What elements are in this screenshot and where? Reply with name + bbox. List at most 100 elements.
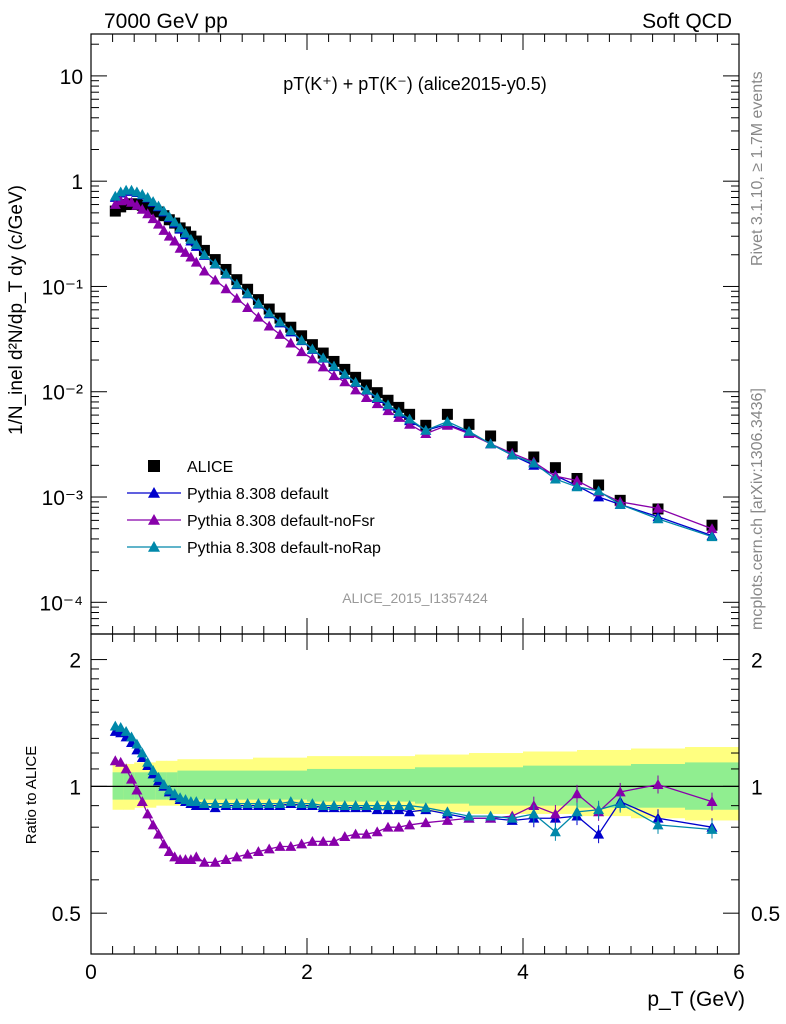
- ratio-point: [652, 819, 664, 830]
- stat-band: [199, 770, 254, 800]
- mc-point: [285, 325, 297, 336]
- legend-item: Pythia 8.308 default-noRap: [127, 540, 381, 557]
- stat-band: [415, 767, 470, 804]
- ratio-point: [263, 843, 275, 854]
- ratio-point: [285, 840, 297, 851]
- mc-point: [174, 222, 186, 233]
- mc-point: [209, 274, 221, 285]
- ratio-point: [614, 798, 626, 809]
- stat-band: [253, 770, 308, 800]
- mc-point: [109, 199, 121, 209]
- legend: ALICE Pythia 8.308 default Pythia 8.308 de…: [127, 459, 381, 557]
- mc-point: [131, 199, 143, 210]
- ratio-point: [382, 800, 394, 811]
- main-ylabel: 1/N_inel d²N/dp_T dy (c/GeV): [6, 185, 27, 435]
- y-tick-label: 10⁻¹: [42, 276, 83, 299]
- mc-point: [242, 302, 254, 312]
- mc-point: [220, 283, 232, 294]
- ratio-point: [274, 840, 286, 851]
- mc-point: [285, 337, 297, 348]
- mc-point: [506, 449, 518, 460]
- y-tick-label: 10: [60, 66, 83, 89]
- ratio-point: [328, 835, 340, 846]
- ratio-point: [153, 828, 164, 839]
- mc-point: [350, 376, 362, 387]
- mc-point: [382, 399, 394, 410]
- ratio-point: [147, 765, 159, 776]
- ratio-point: [706, 823, 718, 834]
- mc-point: [339, 368, 351, 379]
- ratio-point: [136, 747, 148, 758]
- mc-point: [190, 256, 202, 267]
- ratio-point: [115, 721, 127, 732]
- mc-point: [593, 485, 605, 496]
- mc-point: [274, 316, 286, 327]
- ratio-point: [120, 725, 132, 736]
- mc-point: [528, 457, 540, 468]
- legend-label: Pythia 8.308 default: [187, 486, 329, 503]
- ratio-point: [131, 784, 143, 795]
- mc-point: [147, 213, 159, 224]
- ratio-point: [350, 828, 362, 839]
- mc-point: [263, 320, 275, 331]
- ratio-point: [441, 806, 453, 817]
- ratio-point: [153, 771, 164, 782]
- mc-point: [185, 233, 197, 244]
- ratio-point: [142, 808, 154, 819]
- ratio-point: [506, 812, 518, 823]
- mc-point: [136, 188, 148, 199]
- ratio-tick-label-left: 0.5: [52, 903, 81, 926]
- mc-point: [393, 406, 405, 417]
- ratio-point: [339, 831, 351, 841]
- ratio-point: [185, 854, 197, 865]
- mc-point: [614, 498, 626, 509]
- mc-point: [360, 392, 372, 402]
- ratio-point: [393, 821, 405, 832]
- ratio-point: [209, 856, 221, 867]
- legend-label: Pythia 8.308 default-noRap: [187, 540, 381, 557]
- mc-point: [274, 328, 286, 339]
- legend-marker: [148, 487, 160, 498]
- ratio-point: [317, 800, 329, 811]
- mc-point: [153, 200, 164, 211]
- mc-point: [153, 218, 164, 229]
- mc-point: [198, 249, 210, 260]
- mc-point: [652, 513, 664, 524]
- ratio-point: [115, 756, 127, 767]
- ratio-point: [158, 838, 170, 849]
- mc-point: [180, 247, 191, 257]
- mc-point: [593, 491, 605, 502]
- ratio-point: [371, 826, 383, 837]
- mc-point: [190, 239, 202, 249]
- ratio-point: [242, 798, 254, 809]
- mc-point: [136, 203, 148, 214]
- ratio-point: [163, 784, 175, 795]
- mc-point: [158, 225, 170, 235]
- mc-point: [404, 413, 416, 424]
- ratio-point: [339, 800, 351, 811]
- ratio-point: [404, 819, 416, 830]
- mc-point: [231, 292, 243, 303]
- ratio-point: [231, 851, 243, 862]
- x-tick-label: 6: [733, 961, 745, 984]
- ratio-tick-label-left: 2: [69, 650, 81, 673]
- ratio-point: [306, 835, 318, 846]
- ratio-point: [652, 779, 664, 789]
- ratio-point: [317, 835, 329, 846]
- x-tick-label: 0: [85, 961, 97, 984]
- ratio-point: [285, 796, 297, 807]
- mc-point: [306, 353, 318, 364]
- ratio-point: [420, 817, 432, 828]
- mc-point: [147, 196, 159, 206]
- mc-point: [185, 251, 197, 262]
- stat-band: [361, 768, 416, 802]
- stat-band: [307, 768, 362, 802]
- ratio-point: [382, 821, 394, 832]
- mc-point: [404, 418, 416, 429]
- ratio-point: [571, 788, 583, 799]
- main-y-axis-label: 1/N_inel d²N/dp_T dy (c/GeV): [6, 185, 27, 435]
- ratio-point: [220, 798, 232, 809]
- ratio-point: [147, 819, 159, 830]
- x-tick-label: 4: [517, 961, 529, 984]
